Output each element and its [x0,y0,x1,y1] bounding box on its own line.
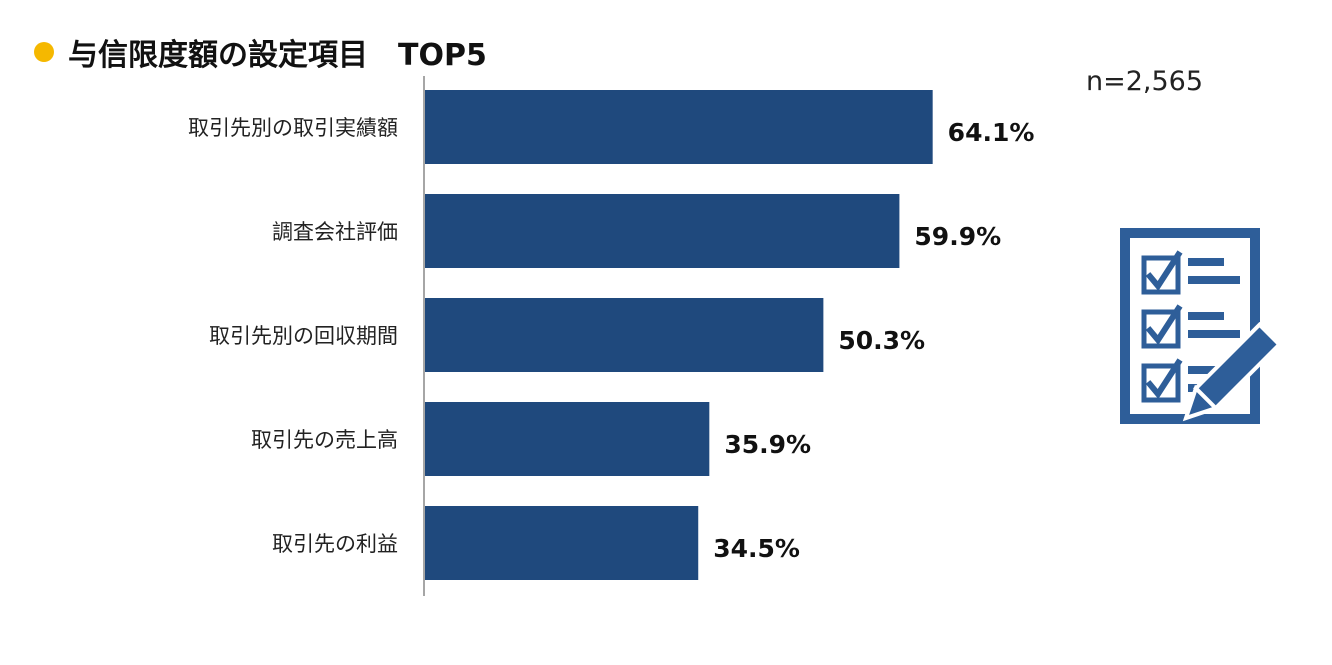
checklist-with-pencil-icon [1110,222,1290,458]
bar-4 [425,402,710,476]
bar-5 [425,506,699,580]
category-label-3: 取引先別の回収期間 [209,324,398,348]
value-label-1: 64.1% [948,118,1035,147]
chart-title: 与信限度額の設定項目 TOP5 [68,38,487,73]
chart-title-row: 与信限度額の設定項目 TOP5 [34,28,487,76]
title-bullet-dot [34,42,54,62]
bars-group [425,90,933,580]
category-label-4: 取引先の売上高 [251,428,398,452]
bar-3 [425,298,824,372]
value-label-3: 50.3% [838,326,925,355]
value-label-5: 34.5% [713,534,800,563]
value-labels-group: 64.1% 59.9% 50.3% 35.9% 34.5% [713,118,1034,563]
value-label-4: 35.9% [724,430,811,459]
bar-2 [425,194,900,268]
category-label-5: 取引先の利益 [272,532,398,556]
sample-size-label: n=2,565 [1086,66,1204,97]
value-label-2: 59.9% [914,222,1001,251]
category-label-2: 調査会社評価 [272,220,398,244]
bar-1 [425,90,933,164]
category-label-1: 取引先別の取引実績額 [188,116,398,140]
